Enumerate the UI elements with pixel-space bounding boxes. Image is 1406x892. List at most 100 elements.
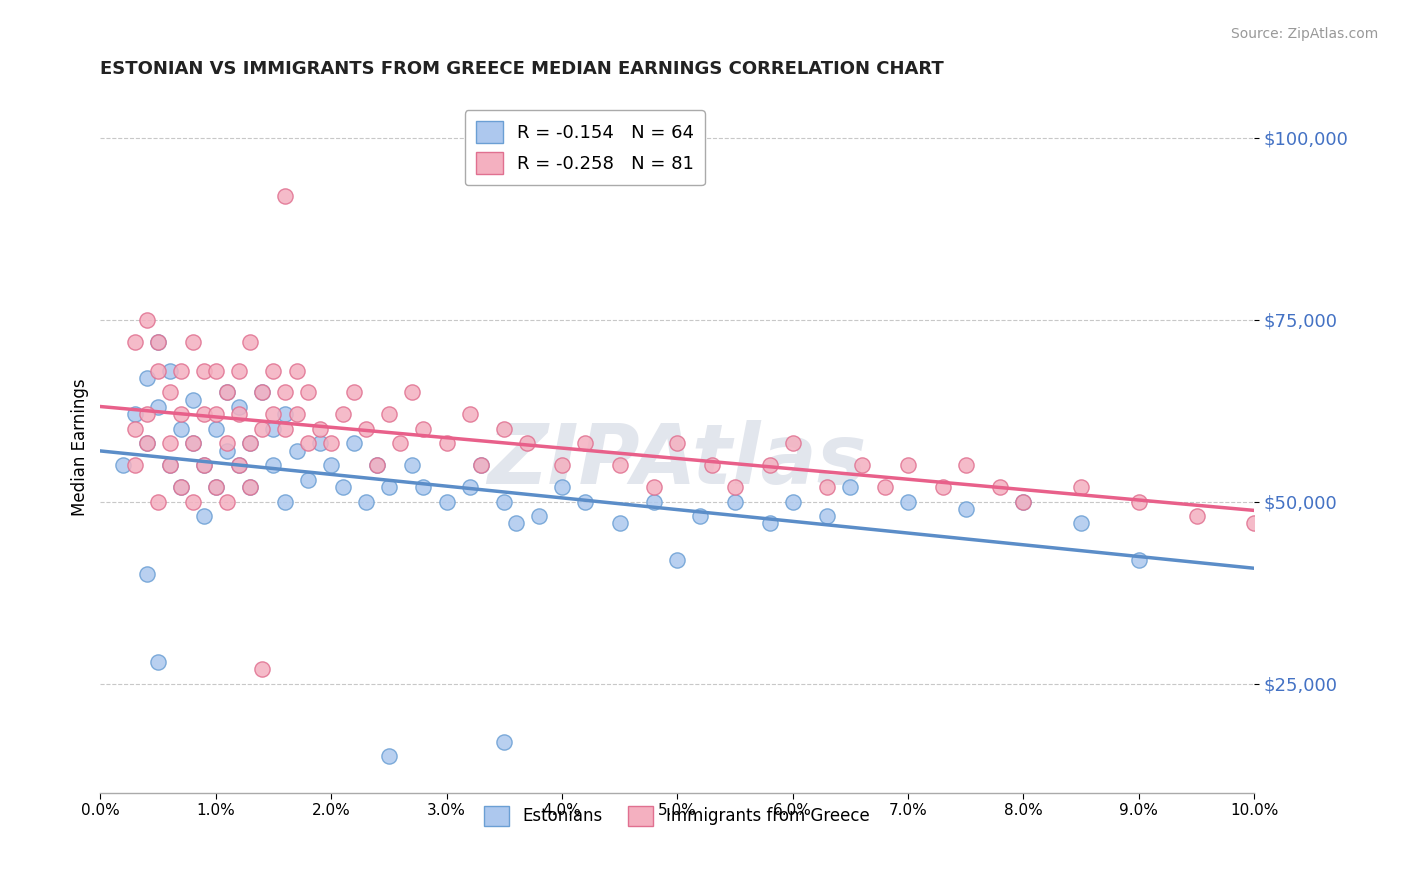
Point	[193, 509, 215, 524]
Point	[1128, 553, 1150, 567]
Point	[181, 436, 204, 450]
Point	[412, 422, 434, 436]
Point	[146, 334, 169, 349]
Point	[181, 334, 204, 349]
Point	[343, 436, 366, 450]
Point	[1185, 509, 1208, 524]
Point	[873, 480, 896, 494]
Point	[401, 458, 423, 473]
Point	[250, 662, 273, 676]
Point	[124, 458, 146, 473]
Point	[1070, 516, 1092, 531]
Point	[181, 436, 204, 450]
Point	[643, 480, 665, 494]
Point	[897, 458, 920, 473]
Point	[170, 480, 193, 494]
Point	[643, 494, 665, 508]
Point	[274, 385, 297, 400]
Point	[378, 480, 401, 494]
Point	[262, 422, 284, 436]
Point	[321, 436, 343, 450]
Point	[217, 385, 239, 400]
Point	[378, 407, 401, 421]
Point	[378, 749, 401, 764]
Point	[204, 480, 226, 494]
Point	[574, 436, 596, 450]
Point	[204, 422, 226, 436]
Point	[401, 385, 423, 400]
Point	[204, 363, 226, 377]
Text: ESTONIAN VS IMMIGRANTS FROM GREECE MEDIAN EARNINGS CORRELATION CHART: ESTONIAN VS IMMIGRANTS FROM GREECE MEDIA…	[100, 60, 943, 78]
Point	[228, 363, 250, 377]
Point	[436, 436, 458, 450]
Point	[990, 480, 1012, 494]
Point	[193, 407, 215, 421]
Point	[366, 458, 388, 473]
Point	[666, 553, 689, 567]
Point	[285, 407, 308, 421]
Point	[193, 458, 215, 473]
Point	[297, 385, 319, 400]
Point	[135, 436, 157, 450]
Point	[516, 436, 538, 450]
Point	[897, 494, 920, 508]
Point	[666, 436, 689, 450]
Point	[193, 458, 215, 473]
Point	[193, 363, 215, 377]
Point	[170, 363, 193, 377]
Point	[159, 385, 181, 400]
Point	[505, 516, 527, 531]
Point	[494, 422, 516, 436]
Point	[135, 436, 157, 450]
Point	[1243, 516, 1265, 531]
Point	[1070, 480, 1092, 494]
Point	[782, 436, 804, 450]
Point	[332, 480, 354, 494]
Point	[239, 436, 262, 450]
Point	[239, 436, 262, 450]
Point	[343, 385, 366, 400]
Point	[159, 363, 181, 377]
Point	[228, 400, 250, 414]
Point	[297, 473, 319, 487]
Point	[839, 480, 862, 494]
Point	[308, 422, 330, 436]
Point	[470, 458, 492, 473]
Point	[366, 458, 388, 473]
Point	[354, 422, 377, 436]
Point	[274, 494, 297, 508]
Point	[262, 458, 284, 473]
Point	[389, 436, 412, 450]
Text: ZIPAtlas: ZIPAtlas	[488, 420, 868, 501]
Point	[217, 436, 239, 450]
Point	[228, 458, 250, 473]
Point	[689, 509, 711, 524]
Point	[262, 363, 284, 377]
Point	[354, 494, 377, 508]
Point	[955, 501, 977, 516]
Point	[782, 494, 804, 508]
Point	[181, 392, 204, 407]
Point	[159, 458, 181, 473]
Point	[931, 480, 953, 494]
Point	[262, 407, 284, 421]
Point	[1012, 494, 1035, 508]
Point	[170, 480, 193, 494]
Point	[146, 494, 169, 508]
Point	[274, 189, 297, 203]
Point	[308, 436, 330, 450]
Point	[204, 480, 226, 494]
Point	[551, 480, 574, 494]
Point	[321, 458, 343, 473]
Point	[135, 407, 157, 421]
Point	[146, 655, 169, 669]
Point	[228, 407, 250, 421]
Point	[239, 480, 262, 494]
Point	[146, 363, 169, 377]
Point	[159, 458, 181, 473]
Point	[458, 407, 481, 421]
Point	[124, 334, 146, 349]
Point	[470, 458, 492, 473]
Point	[609, 458, 631, 473]
Point	[1012, 494, 1035, 508]
